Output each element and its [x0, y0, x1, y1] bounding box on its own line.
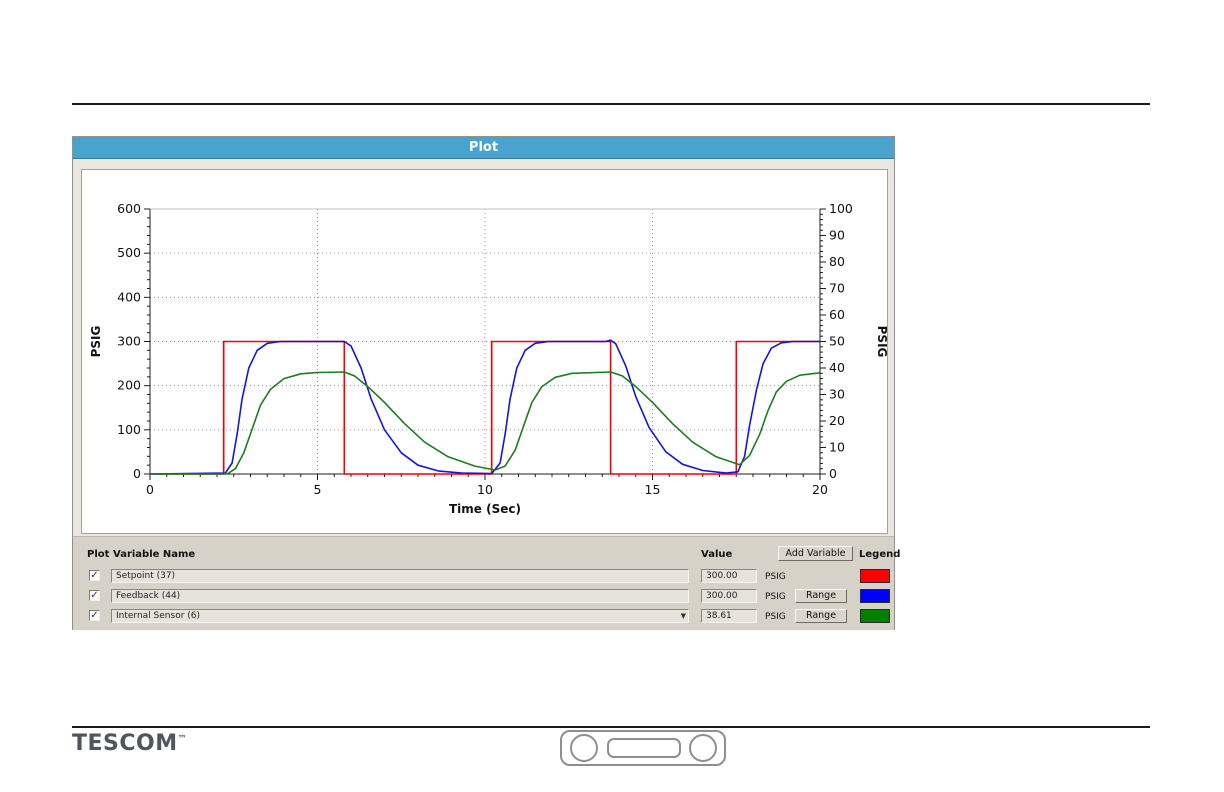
svg-text:20: 20 [829, 413, 845, 428]
value-field: 300.00 [701, 589, 757, 603]
column-header-plot: Plot [87, 549, 110, 560]
svg-text:70: 70 [829, 281, 845, 296]
plot-chart: 0 5 10 15 2001002003004005006000102030405060… [89, 201, 887, 516]
trademark-symbol: ™ [177, 734, 188, 745]
legend-swatch [860, 589, 890, 603]
svg-text:5: 5 [314, 482, 322, 497]
variable-row: ✓ Setpoint (37) 300.00 PSIG [73, 569, 894, 585]
svg-text:90: 90 [829, 228, 845, 243]
svg-text:10: 10 [477, 482, 493, 497]
variable-name-field[interactable]: Setpoint (37) [111, 569, 689, 583]
variable-name-text: Feedback (44) [116, 591, 181, 601]
svg-text:10: 10 [829, 440, 845, 455]
variable-name-dropdown[interactable]: Internal Sensor (6) ▼ [111, 609, 689, 623]
svg-text:40: 40 [829, 360, 845, 375]
svg-text:500: 500 [117, 245, 141, 260]
device-right-port-icon [689, 734, 717, 762]
plot-checkbox[interactable]: ✓ [89, 590, 100, 601]
svg-text:15: 15 [645, 482, 661, 497]
svg-text:100: 100 [117, 422, 141, 437]
legend-swatch [860, 569, 890, 583]
legend-swatch [860, 609, 890, 623]
svg-text:30: 30 [829, 387, 845, 402]
column-header-value: Value [701, 549, 733, 560]
svg-text:400: 400 [117, 289, 141, 304]
range-button[interactable]: Range [795, 589, 847, 603]
device-left-port-icon [570, 734, 598, 762]
value-field: 38.61 [701, 609, 757, 623]
plot-checkbox[interactable]: ✓ [89, 610, 100, 621]
variable-name-text: Internal Sensor (6) [116, 611, 201, 621]
svg-text:200: 200 [117, 378, 141, 393]
column-header-variable-name: Variable Name [113, 549, 196, 560]
unit-label: PSIG [765, 592, 786, 602]
footer-rule [72, 726, 1150, 728]
svg-text:0: 0 [133, 466, 141, 481]
svg-text:Time (Sec): Time (Sec) [449, 502, 521, 516]
variable-name-text: Setpoint (37) [116, 571, 176, 581]
window-title: Plot [468, 140, 499, 155]
brand-name: TESCOM [72, 731, 178, 756]
svg-text:PSIG: PSIG [89, 326, 103, 358]
svg-text:80: 80 [829, 254, 845, 269]
svg-text:100: 100 [829, 201, 853, 216]
header-rule [72, 103, 1150, 105]
svg-text:0: 0 [146, 482, 154, 497]
unit-label: PSIG [765, 612, 786, 622]
svg-text:PSIG: PSIG [875, 326, 887, 358]
plot-window: Plot 0 5 10 15 20 0 100 200 300 400 500 600 0 10 20 30 4… [72, 136, 900, 630]
add-variable-button[interactable]: Add Variable [778, 546, 853, 561]
svg-text:600: 600 [117, 201, 141, 216]
svg-text:50: 50 [829, 334, 845, 349]
variable-row: ✓ Feedback (44) 300.00 PSIG Range [73, 589, 894, 605]
window-titlebar: Plot [73, 137, 894, 159]
range-button[interactable]: Range [795, 609, 847, 623]
brand-logo: TESCOM™ [72, 731, 187, 756]
variable-row: ✓ Internal Sensor (6) ▼ 38.61 PSIG Range [73, 609, 894, 625]
chart-panel: 0 5 10 15 20 0 100 200 300 400 500 600 0 10 20 30 40 50 60… [81, 169, 888, 534]
variable-name-field[interactable]: Feedback (44) [111, 589, 689, 603]
svg-text:0: 0 [829, 466, 837, 481]
value-field: 300.00 [701, 569, 757, 583]
footer-device-graphic [560, 730, 726, 766]
device-display-icon [607, 738, 681, 758]
dropdown-arrow-icon[interactable]: ▼ [680, 612, 686, 620]
unit-label: PSIG [765, 572, 786, 582]
column-header-legend: Legend [859, 549, 901, 560]
svg-text:300: 300 [117, 334, 141, 349]
plot-checkbox[interactable]: ✓ [89, 570, 100, 581]
svg-text:20: 20 [812, 482, 828, 497]
svg-text:60: 60 [829, 307, 845, 322]
